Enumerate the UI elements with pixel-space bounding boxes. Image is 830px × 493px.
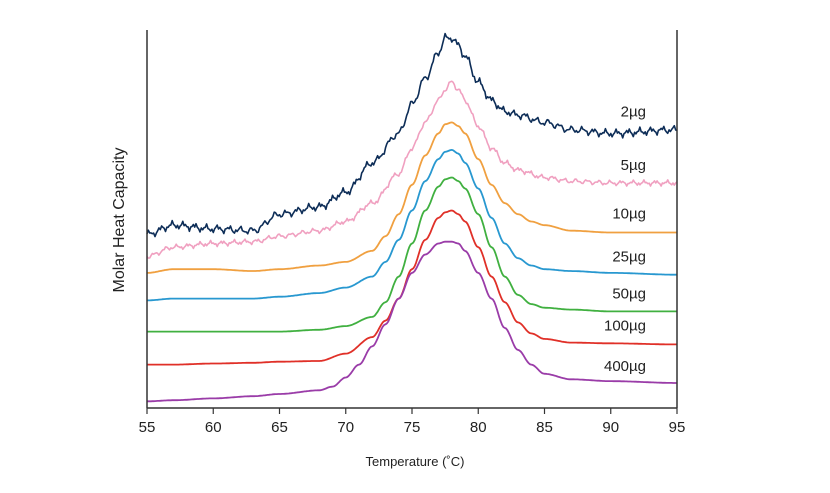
x-ticks: 55 60 65 70 75 80 85 90 95 bbox=[139, 408, 686, 436]
series-label: 2µg bbox=[621, 104, 646, 121]
series-label: 25µg bbox=[612, 249, 646, 266]
series-label: 400µg bbox=[604, 358, 646, 375]
x-tick-label: 55 bbox=[139, 419, 156, 436]
series-line bbox=[147, 209, 677, 366]
y-axis-title: Molar Heat Capacity bbox=[111, 148, 128, 293]
x-tick-label: 70 bbox=[337, 419, 354, 436]
x-tick-label: 85 bbox=[536, 419, 553, 436]
series-line bbox=[147, 240, 677, 403]
series-label: 100µg bbox=[604, 317, 646, 334]
series-label: 50µg bbox=[612, 285, 646, 302]
series-line bbox=[146, 80, 678, 259]
x-tick-label: 65 bbox=[271, 419, 288, 436]
series-label: 5µg bbox=[621, 157, 646, 174]
series-labels: 2µg 5µg 10µg 25µg 50µg 100µg 400µg bbox=[604, 104, 646, 376]
series-line bbox=[147, 176, 677, 333]
series-line bbox=[147, 121, 677, 274]
x-tick-label: 75 bbox=[404, 419, 421, 436]
x-tick-label: 80 bbox=[470, 419, 487, 436]
x-tick-label: 60 bbox=[205, 419, 222, 436]
series-group bbox=[146, 32, 678, 403]
x-tick-label: 95 bbox=[669, 419, 686, 436]
series-line bbox=[146, 32, 678, 238]
series-line bbox=[147, 149, 677, 302]
x-axis-title: Temperature (˚C) bbox=[366, 454, 465, 469]
x-tick-label: 90 bbox=[602, 419, 619, 436]
series-label: 10µg bbox=[612, 206, 646, 223]
